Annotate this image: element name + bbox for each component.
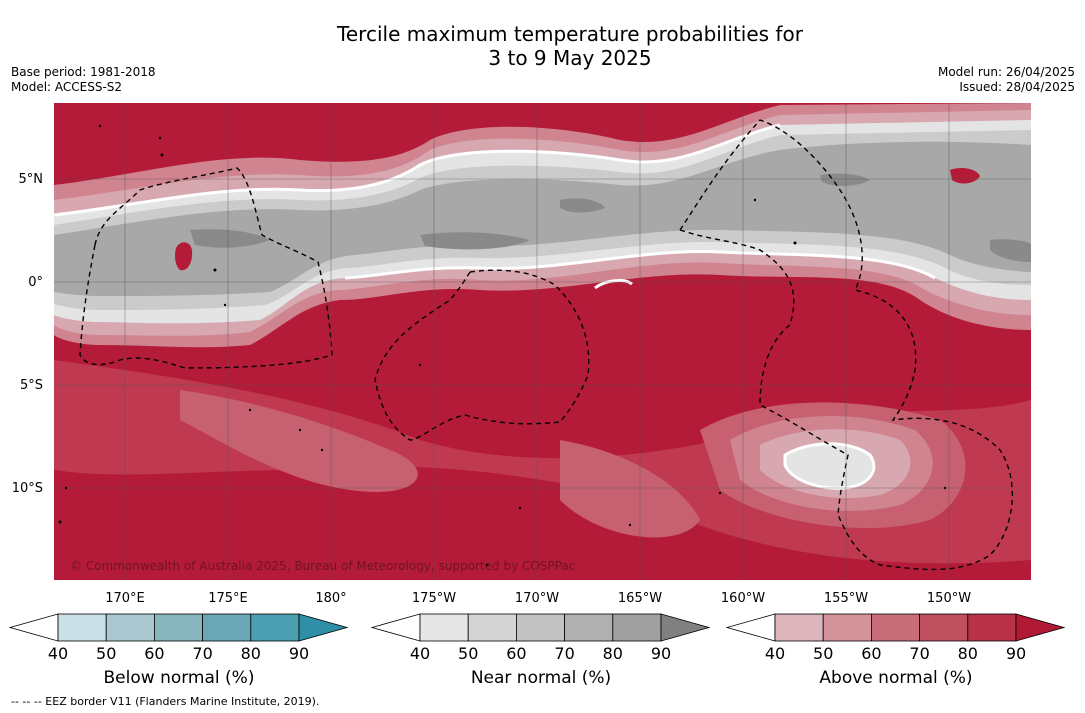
eez-border-1 (79, 167, 333, 369)
above-normal-patch-northeast (950, 168, 980, 184)
legend-0-tick-3: 70 (192, 644, 212, 663)
lon-label-7: 155°W (824, 591, 868, 606)
lat-labels: 5°N 0° 5°S 10°S (12, 172, 43, 496)
above-normal-70-patch-west (180, 390, 418, 492)
legend-0-segment-3 (153, 613, 203, 642)
legend-1-max-triangle (660, 613, 711, 642)
legend-0-segment-4 (202, 613, 252, 642)
lon-labels: 170°E 175°E 180° 175°W 170°W 165°W 160°W… (105, 591, 971, 606)
legend-0-tick-5: 90 (289, 644, 309, 663)
eez-border-3 (678, 119, 1014, 571)
map-field (54, 103, 1031, 580)
title-line-2: 3 to 9 May 2025 (488, 46, 652, 70)
near-normal-max-patch-5 (990, 239, 1031, 262)
lon-label-5: 165°W (618, 591, 662, 606)
chart-title: Tercile maximum temperature probabilitie… (0, 22, 1085, 70)
legend-2-segment-4 (919, 613, 969, 642)
contour-line-north (54, 123, 781, 217)
near-normal-max-patch-2 (420, 232, 530, 250)
lon-label-1: 175°E (208, 591, 248, 606)
meta-right: Model run: 26/04/2025 Issued: 28/04/2025 (938, 65, 1075, 95)
legend-above-normal: 40 50 60 70 80 90 (725, 613, 1066, 663)
near-normal-max-patch-3 (560, 198, 605, 213)
legend-2-segment-3 (871, 613, 921, 642)
legend-title-below: Below normal (%) (103, 668, 255, 688)
legend-0-tick-4: 80 (241, 644, 261, 663)
legend-1-tick-5: 90 (651, 644, 671, 663)
legend-0-max-triangle (298, 613, 349, 642)
island-specks (58, 124, 947, 567)
issued-date: Issued: 28/04/2025 (959, 80, 1075, 94)
legend-1-min-triangle (370, 613, 421, 642)
legend-0-min-triangle (8, 613, 59, 642)
legend-title-near: Near normal (%) (470, 668, 612, 688)
legend-2-tick-3: 70 (909, 644, 929, 663)
near-normal-high-band (54, 141, 1031, 296)
legend-2-tick-0: 40 (765, 644, 785, 663)
model-run: Model run: 26/04/2025 (937, 65, 1075, 79)
legend-0-tick-0: 40 (48, 644, 68, 663)
base-period: Base period: 1981-2018 (11, 65, 156, 79)
near-normal-southeast-patch (785, 443, 874, 489)
legend-0-segment-5 (250, 613, 300, 642)
lat-label-0: 5°N (19, 172, 44, 187)
above-normal-70-patch-south (560, 440, 700, 538)
lat-label-3: 10°S (12, 481, 43, 496)
legend-2-max-triangle (1015, 613, 1066, 642)
legend-0-segment-2 (105, 613, 155, 642)
lat-label-2: 5°S (20, 378, 43, 393)
contour-line-island (594, 279, 633, 290)
title-line-1: Tercile maximum temperature probabilitie… (337, 22, 803, 46)
legend-2-segment-1 (774, 613, 824, 642)
legend-2-tick-2: 60 (861, 644, 881, 663)
contour-line-south (344, 250, 936, 280)
legend-0-segment-1 (57, 613, 107, 642)
legend-2-min-triangle (725, 613, 776, 642)
eez-footnote: -- -- -- EEZ border V11 (Flanders Marine… (11, 695, 320, 708)
copyright-text: © Commonwealth of Australia 2025, Bureau… (70, 559, 575, 573)
lon-label-6: 160°W (721, 591, 765, 606)
lat-label-1: 0° (28, 275, 43, 290)
legend-0-tick-1: 50 (96, 644, 116, 663)
legend-1-segment-1 (419, 613, 469, 642)
legend-2-segment-2 (822, 613, 872, 642)
near-normal-max-patch-4 (820, 173, 870, 186)
legend-1-segment-4 (564, 613, 614, 642)
near-normal-max-patch-1 (190, 229, 270, 248)
lon-label-8: 150°W (927, 591, 971, 606)
meta-left: Base period: 1981-2018 Model: ACCESS-S2 (11, 65, 156, 95)
legend-0-tick-2: 60 (144, 644, 164, 663)
contour-line-southeast (783, 442, 876, 490)
eez-border-2 (374, 269, 590, 441)
legend-1-segment-2 (467, 613, 517, 642)
legend-near-normal: 40 50 60 70 80 90 (370, 613, 711, 663)
legend-2-segment-5 (967, 613, 1017, 642)
legend-1-segment-3 (516, 613, 566, 642)
lon-label-2: 180° (315, 591, 346, 606)
legend-below-normal: 40 50 60 70 80 90 (8, 613, 349, 663)
map-gridlines (54, 103, 1031, 580)
lon-label-0: 170°E (105, 591, 145, 606)
legend-1-tick-1: 50 (458, 644, 478, 663)
legend-1-tick-4: 80 (603, 644, 623, 663)
legend-1-tick-3: 70 (554, 644, 574, 663)
legend-2-tick-1: 50 (813, 644, 833, 663)
legend-2-tick-5: 90 (1006, 644, 1026, 663)
legend-1-segment-5 (612, 613, 662, 642)
legend-title-above: Above normal (%) (819, 668, 973, 688)
legend-1-tick-2: 60 (506, 644, 526, 663)
lon-label-3: 175°W (412, 591, 456, 606)
model-name: Model: ACCESS-S2 (11, 80, 123, 94)
legend-2-tick-4: 80 (958, 644, 978, 663)
legend-1-tick-0: 40 (410, 644, 430, 663)
above-normal-island (175, 242, 193, 271)
lon-label-4: 170°W (515, 591, 559, 606)
